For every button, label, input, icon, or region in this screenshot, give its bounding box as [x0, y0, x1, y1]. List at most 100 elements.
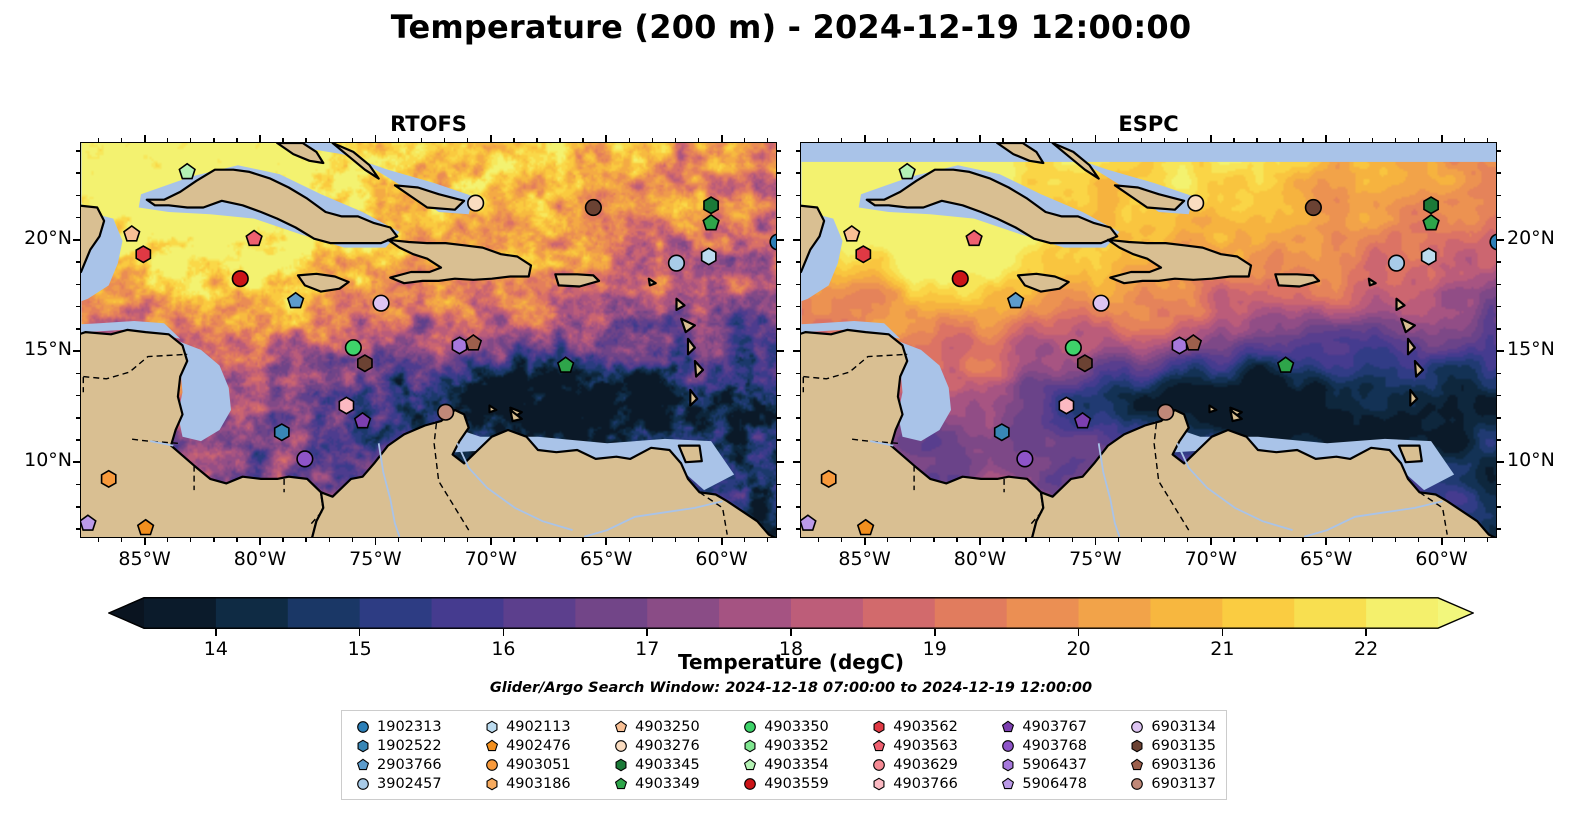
legend-marker-pentagon-icon — [1002, 720, 1015, 732]
map-panel-espc[interactable] — [800, 142, 1497, 538]
colorbar-tick — [646, 629, 649, 636]
platform-marker[interactable] — [353, 411, 372, 429]
legend-item[interactable]: 6903137 — [1126, 776, 1216, 792]
y-minor-tick-right — [777, 417, 781, 419]
platform-marker[interactable] — [338, 396, 355, 415]
platform-marker[interactable] — [467, 194, 485, 212]
platform-marker[interactable] — [1184, 334, 1203, 351]
platform-marker[interactable] — [81, 514, 97, 531]
map-panel-rtofs[interactable] — [80, 142, 777, 538]
legend-item[interactable]: 6903136 — [1126, 757, 1216, 773]
argo-glider-legend[interactable]: 1902313 1902522 2903766 3902457 4902113 49024… — [341, 710, 1227, 800]
legend-item[interactable]: 1902313 — [352, 719, 481, 735]
platform-marker[interactable] — [451, 336, 468, 355]
platform-marker[interactable] — [1073, 411, 1092, 429]
platform-marker[interactable] — [667, 254, 686, 272]
legend-item[interactable]: 4903562 — [868, 719, 997, 735]
legend-item[interactable]: 6903135 — [1126, 738, 1216, 754]
legend-item[interactable]: 4903354 — [739, 757, 868, 773]
platform-marker[interactable] — [1157, 403, 1175, 421]
legend-item[interactable]: 5906437 — [997, 757, 1126, 773]
national-border — [83, 353, 188, 380]
platform-marker[interactable] — [273, 423, 290, 442]
legend-item-label: 2903766 — [377, 756, 442, 773]
legend-item[interactable]: 1902522 — [352, 738, 481, 754]
platform-marker[interactable] — [769, 233, 777, 251]
platform-marker[interactable] — [437, 403, 455, 421]
colorbar-band — [647, 597, 720, 629]
colorbar-tick — [1221, 629, 1224, 636]
y-minor-tick — [796, 439, 800, 441]
platform-marker[interactable] — [702, 213, 720, 231]
legend-item[interactable]: 4903186 — [481, 776, 610, 792]
platform-marker[interactable] — [856, 518, 875, 536]
platform-marker[interactable] — [700, 247, 717, 266]
platform-marker[interactable] — [286, 291, 305, 309]
legend-item[interactable]: 3902457 — [352, 776, 481, 792]
legend-item[interactable]: 2903766 — [352, 757, 481, 773]
platform-marker[interactable] — [898, 162, 916, 180]
platform-marker[interactable] — [1171, 336, 1188, 355]
platform-marker[interactable] — [703, 196, 719, 215]
legend-item[interactable]: 4902476 — [481, 738, 610, 754]
legend-item[interactable]: 4903629 — [868, 757, 997, 773]
platform-marker[interactable] — [843, 225, 861, 242]
platform-marker[interactable] — [1016, 450, 1034, 468]
platform-marker[interactable] — [135, 245, 152, 264]
platform-marker[interactable] — [1276, 356, 1295, 373]
y-major-tick — [73, 350, 80, 353]
legend-item[interactable]: 4903250 — [610, 719, 739, 735]
platform-marker[interactable] — [344, 339, 362, 357]
legend-item[interactable]: 6903134 — [1126, 719, 1216, 735]
platform-marker[interactable] — [965, 229, 983, 247]
platform-marker[interactable] — [556, 356, 575, 373]
platform-marker[interactable] — [993, 423, 1010, 442]
legend-item[interactable]: 4903051 — [481, 757, 610, 773]
platform-marker[interactable] — [1489, 233, 1497, 251]
platform-marker[interactable] — [1387, 254, 1406, 272]
legend-item[interactable]: 4903563 — [868, 738, 997, 754]
platform-marker[interactable] — [372, 294, 390, 312]
platform-marker[interactable] — [356, 354, 373, 373]
platform-marker[interactable] — [1076, 354, 1093, 373]
platform-marker[interactable] — [1423, 196, 1439, 215]
platform-marker[interactable] — [1064, 339, 1082, 357]
map-render-espc — [801, 143, 1497, 537]
x-tick-label: 60°W — [695, 548, 748, 570]
legend-item[interactable]: 4903350 — [739, 719, 868, 735]
y-minor-tick-right — [777, 483, 781, 486]
platform-marker[interactable] — [464, 334, 483, 351]
platform-marker[interactable] — [123, 225, 141, 242]
platform-marker[interactable] — [136, 518, 155, 536]
legend-item[interactable]: 4903276 — [610, 738, 739, 754]
platform-marker[interactable] — [584, 198, 602, 217]
platform-marker[interactable] — [1006, 291, 1025, 309]
legend-item[interactable]: 4903559 — [739, 776, 868, 792]
platform-marker[interactable] — [178, 162, 196, 180]
x-major-tick — [489, 538, 492, 545]
legend-item[interactable]: 4903768 — [997, 738, 1126, 754]
platform-marker[interactable] — [1187, 194, 1205, 212]
legend-item[interactable]: 4902113 — [481, 719, 610, 735]
platform-marker[interactable] — [1422, 213, 1440, 231]
platform-marker[interactable] — [1092, 294, 1110, 312]
legend-item[interactable]: 4903352 — [739, 738, 868, 754]
platform-marker[interactable] — [1420, 247, 1437, 266]
legend-item[interactable]: 5906478 — [997, 776, 1126, 792]
platform-marker[interactable] — [296, 450, 314, 468]
legend-item[interactable]: 4903349 — [610, 776, 739, 792]
legend-item[interactable]: 4903345 — [610, 757, 739, 773]
platform-marker[interactable] — [231, 270, 249, 288]
platform-marker[interactable] — [801, 514, 817, 531]
platform-marker[interactable] — [820, 469, 837, 489]
platform-marker[interactable] — [1058, 396, 1075, 415]
landmass-hispaniola — [386, 238, 533, 285]
x-minor-tick-top — [1187, 138, 1189, 142]
platform-marker[interactable] — [951, 270, 969, 288]
platform-marker[interactable] — [100, 469, 117, 489]
platform-marker[interactable] — [855, 245, 872, 264]
legend-item[interactable]: 4903766 — [868, 776, 997, 792]
platform-marker[interactable] — [1304, 198, 1322, 217]
platform-marker[interactable] — [245, 229, 263, 247]
legend-item[interactable]: 4903767 — [997, 719, 1126, 735]
